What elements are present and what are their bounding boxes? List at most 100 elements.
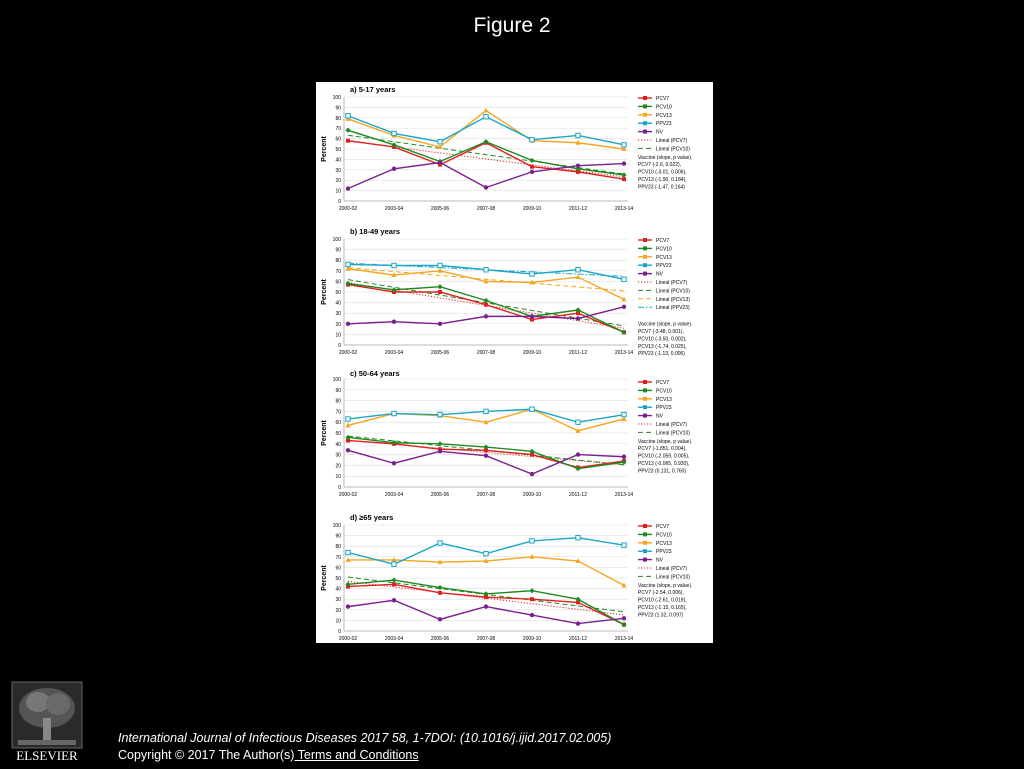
legend-label: Lineal (PCV7): [656, 138, 687, 144]
data-point: [621, 329, 627, 335]
data-point: [575, 428, 581, 433]
data-point: [392, 582, 396, 587]
y-tick-label: 80: [335, 258, 341, 264]
data-point: [345, 422, 351, 428]
data-point: [484, 595, 488, 600]
data-point: [575, 558, 581, 564]
data-point: [576, 169, 580, 174]
y-tick-label: 70: [335, 409, 341, 415]
legend-marker: [643, 246, 647, 251]
data-point: [483, 444, 489, 450]
x-tick-label: 2011-12: [569, 492, 587, 498]
x-tick-label: 2005-06: [431, 492, 450, 498]
data-point: [621, 411, 627, 418]
y-tick-label: 10: [335, 618, 341, 624]
y-tick-label: 0: [338, 485, 341, 491]
legend-label: Lineal (PCV10): [656, 288, 690, 294]
data-point: [621, 296, 627, 302]
data-point: [437, 268, 443, 273]
data-point: [575, 163, 581, 168]
data-point: [437, 411, 443, 418]
stats-text: PCV7 (-3.48, 0.001),: [638, 329, 684, 335]
data-point: [345, 113, 351, 119]
data-point: [529, 271, 535, 277]
data-point: [437, 540, 443, 546]
y-tick-label: 60: [335, 420, 341, 426]
stats-text: PCV7 (-1.851, 0.004),: [638, 446, 687, 452]
y-tick-label: 40: [335, 442, 341, 448]
data-point: [391, 410, 397, 417]
data-point: [437, 262, 443, 269]
data-point: [345, 265, 351, 271]
legend-label: PCV13: [656, 541, 672, 547]
legend-label: Lineal (PCV7): [656, 422, 687, 428]
y-tick-label: 90: [335, 534, 341, 540]
legend-label: Lineal (PCV10): [656, 430, 690, 436]
legend-label: PCV7: [656, 524, 669, 530]
x-tick-label: 2007-08: [477, 350, 496, 356]
legend-marker: [643, 96, 647, 100]
legend-marker: [643, 540, 647, 545]
y-tick-label: 10: [335, 189, 341, 195]
data-point: [391, 561, 397, 567]
figure-panel: a) 5-17 years 0 10 20 30 40 50 60 70 80 90 100 2000-…: [316, 82, 713, 643]
data-point: [576, 600, 580, 605]
x-tick-label: 2011-12: [569, 206, 587, 212]
legend-label: PCV10: [656, 532, 672, 538]
data-point: [437, 139, 443, 145]
data-point: [483, 419, 489, 425]
data-point: [575, 166, 581, 172]
data-point: [345, 557, 351, 562]
legend-marker: [643, 557, 647, 562]
legend-label: PPV23: [656, 121, 672, 127]
legend-marker: [643, 112, 647, 117]
stats-text: PPV23 (1.32, 0.097): [638, 612, 684, 618]
x-tick-label: 2007-08: [477, 206, 496, 212]
chart-title: d) ≥65 years: [350, 513, 393, 522]
data-point: [437, 284, 443, 290]
data-point: [437, 321, 443, 326]
data-point: [621, 161, 627, 166]
legend-label: PCV10: [656, 388, 672, 394]
stats-text: PCV10 (-2.059, 0.005),: [638, 454, 689, 460]
data-point: [529, 136, 535, 143]
legend-label: PCV10: [656, 246, 672, 252]
y-tick-label: 100: [333, 95, 342, 101]
data-point: [483, 558, 489, 564]
y-tick-label: 90: [335, 105, 341, 111]
data-point: [437, 559, 443, 565]
data-point: [484, 448, 488, 453]
data-point: [575, 274, 581, 280]
x-tick-label: 2000-02: [339, 350, 358, 356]
x-tick-label: 2003-04: [385, 492, 404, 498]
data-point: [530, 317, 534, 322]
x-tick-label: 2011-12: [569, 636, 587, 642]
data-point: [345, 321, 351, 326]
series-line: [347, 599, 625, 625]
stats-text: PCV7 (-2.6, 0.022),: [638, 162, 681, 168]
legend-marker: [643, 413, 647, 418]
legend-label: Lineal (PCV10): [656, 146, 690, 152]
data-point: [483, 453, 489, 458]
y-axis-label: Percent: [321, 419, 328, 445]
y-tick-label: 0: [338, 629, 341, 635]
y-tick-label: 30: [335, 453, 341, 459]
series-line: [347, 283, 625, 333]
data-point: [621, 616, 627, 621]
terms-and-conditions-link[interactable]: Terms and Conditions: [294, 748, 419, 762]
legend-label: Lineal (PPV23): [656, 305, 690, 311]
stats-text: PCV13 (-1.15, 0.165),: [638, 605, 687, 611]
data-point: [621, 622, 627, 628]
data-point: [345, 581, 351, 587]
legend-label: PPV23: [656, 263, 672, 269]
y-tick-label: 50: [335, 147, 341, 153]
data-point: [575, 621, 581, 626]
y-tick-label: 100: [333, 377, 342, 383]
legend-marker: [643, 405, 647, 410]
data-point: [438, 590, 442, 595]
stats-text: PPV23 (-1.47, 0.164): [638, 184, 685, 190]
legend-label: PPV23: [656, 405, 672, 411]
data-point: [483, 267, 489, 273]
y-tick-label: 60: [335, 279, 341, 285]
y-tick-label: 90: [335, 248, 341, 254]
